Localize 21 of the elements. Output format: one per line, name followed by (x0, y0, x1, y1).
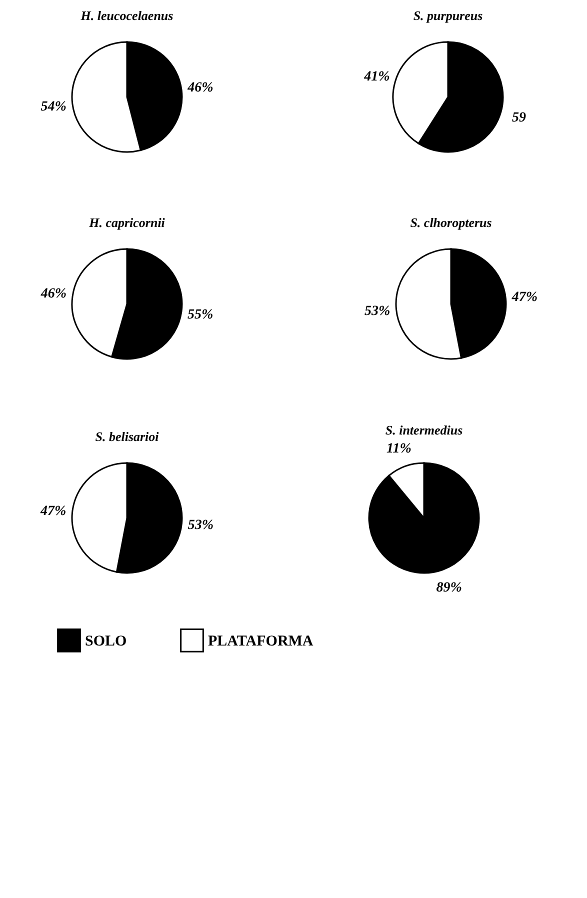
data-label: 47% (39, 504, 66, 520)
chart-title: H. leucocelaenus (80, 8, 174, 23)
chart-title: S. clhoropterus (410, 215, 492, 230)
data-label: 47% (510, 290, 538, 306)
chart-title: S. intermedius (385, 422, 463, 438)
legend-label: PLATAFORMA (208, 633, 314, 650)
data-label: 46% (40, 286, 67, 302)
chart-title: H. capricornii (88, 215, 166, 230)
data-label: 53% (364, 304, 390, 319)
chart-title: S. purpureus (413, 8, 483, 23)
data-label: 89% (436, 580, 462, 596)
pie-slice (368, 462, 480, 574)
data-label: 54% (40, 99, 66, 114)
data-label: 41% (363, 69, 390, 84)
chart-title: S. belisarioi (95, 429, 160, 444)
data-label: 55% (187, 307, 214, 322)
data-label: 59 (512, 110, 526, 126)
data-label: 53% (188, 518, 214, 533)
legend-label: SOLO (85, 633, 127, 650)
data-label: 11% (386, 441, 412, 456)
data-label: 46% (186, 80, 214, 96)
